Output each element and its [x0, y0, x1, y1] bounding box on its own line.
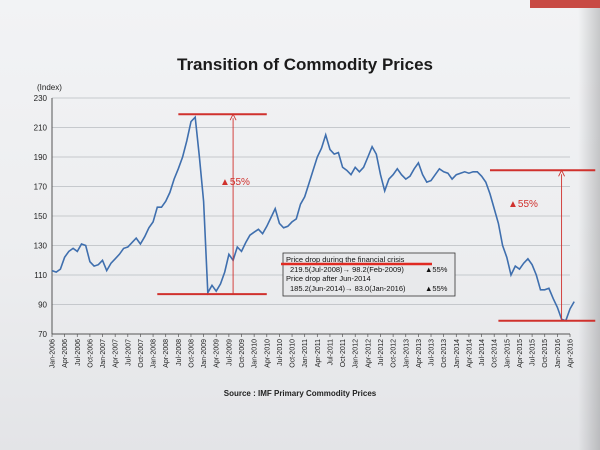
x-tick-label: Apr-2008	[163, 339, 170, 368]
x-tick-label: Oct-2014	[492, 339, 499, 368]
x-tick-label: Jan-2012	[353, 339, 360, 368]
x-tick-label: Apr-2009	[214, 339, 221, 368]
x-tick-label: Jul-2011	[327, 339, 334, 365]
y-tick-label: 150	[34, 212, 48, 221]
y-tick-label: 230	[34, 94, 48, 103]
series-line-commodity-index	[51, 115, 575, 322]
gridlines	[52, 97, 570, 305]
note-line-2: 219.5(Jul-2008)→ 98.2(Feb-2009)	[290, 265, 404, 274]
x-tick-label: Jan-2016	[555, 339, 562, 368]
x-tick-label: Oct-2015	[542, 339, 549, 368]
x-tick-label: Jan-2011	[302, 339, 309, 368]
x-tick-label: Apr-2007	[113, 339, 120, 368]
note-line-2-tag: ▲55%	[425, 265, 448, 274]
x-tick-label: Jan-2010	[252, 339, 259, 368]
x-tick-label: Oct-2012	[391, 339, 398, 368]
x-tick-label: Oct-2011	[340, 339, 347, 367]
x-tick-label: Apr-2016	[568, 339, 575, 368]
drop-arrow-2008-head	[229, 113, 237, 121]
x-tick-label: Jul-2010	[277, 339, 284, 366]
y-tick-labels: 70 90 110 130 150 170 190 210 230	[34, 94, 48, 339]
x-tick-label: Oct-2006	[87, 339, 94, 368]
x-tick-label: Jul-2009	[226, 339, 233, 366]
x-tick-label: Apr-2010	[264, 339, 271, 368]
y-tick-label: 130	[34, 242, 48, 251]
x-tick-label: Oct-2008	[188, 339, 195, 368]
note-line-4: 185.2(Jun-2014)→ 83.0(Jan-2016)	[290, 284, 406, 293]
y-axis-label: (Index)	[37, 83, 62, 92]
y-tick-label: 190	[34, 153, 48, 162]
x-tick-label: Jan-2015	[504, 339, 511, 368]
y-tick-label: 170	[34, 183, 48, 192]
y-tick-label: 90	[38, 301, 47, 310]
note-line-1: Price drop during the financial crisis	[286, 255, 405, 264]
x-tick-label: Apr-2012	[365, 339, 372, 368]
x-tick-label: Jan-2013	[403, 339, 410, 368]
drop-label-2008: ▲55%	[220, 177, 250, 188]
x-tick-label: Jan-2006	[50, 339, 57, 368]
x-tick-label: Jul-2014	[479, 339, 486, 366]
x-tick-label: Oct-2010	[290, 339, 297, 368]
drop-arrow-2014-head	[558, 169, 565, 177]
x-tick-label: Jul-2013	[429, 339, 436, 366]
x-tick-label: Apr-2014	[466, 339, 473, 368]
x-tick-label: Apr-2006	[62, 339, 69, 368]
x-tick-label: Oct-2013	[441, 339, 448, 368]
red-tab-decoration	[530, 0, 600, 8]
x-tick-label: Jan-2009	[201, 339, 208, 368]
drop-markers	[157, 113, 596, 322]
x-tick-label: Jul-2008	[176, 339, 183, 366]
y-tick-label: 210	[34, 124, 48, 133]
x-tick-label: Jul-2015	[530, 339, 537, 366]
x-tick-label: Oct-2009	[239, 339, 246, 368]
note-box: Price drop during the financial crisis 2…	[281, 252, 456, 297]
x-tick-label: Jul-2007	[125, 339, 132, 366]
note-line-3: Price drop after Jun-2014	[286, 274, 371, 283]
note-line-4-tag: ▲55%	[425, 284, 448, 293]
x-tick-label: Apr-2011	[315, 339, 322, 367]
x-tick-label: Jan-2008	[151, 339, 158, 368]
drop-label-2014: ▲55%	[508, 199, 538, 210]
source-note: Source : IMF Primary Commodity Prices	[224, 389, 377, 398]
x-tick-label: Jan-2007	[100, 339, 107, 368]
page-edge-shadow	[578, 0, 600, 450]
y-tick-label: 70	[38, 330, 47, 339]
x-tick-label: Jan-2014	[454, 339, 461, 368]
x-tick-labels: Jan-2006 Apr-2006 Jul-2006 Oct-2006 Jan-2007…	[50, 334, 575, 368]
y-tick-label: 110	[34, 271, 47, 280]
note-box-frame	[282, 252, 456, 297]
x-tick-label: Jul-2012	[378, 339, 385, 366]
x-tick-label: Jul-2006	[75, 339, 82, 366]
x-tick-label: Apr-2013	[416, 339, 423, 368]
x-tick-label: Oct-2007	[138, 339, 145, 368]
chart-title: Transition of Commodity Prices	[177, 55, 433, 74]
x-tick-label: Apr-2015	[517, 339, 524, 368]
